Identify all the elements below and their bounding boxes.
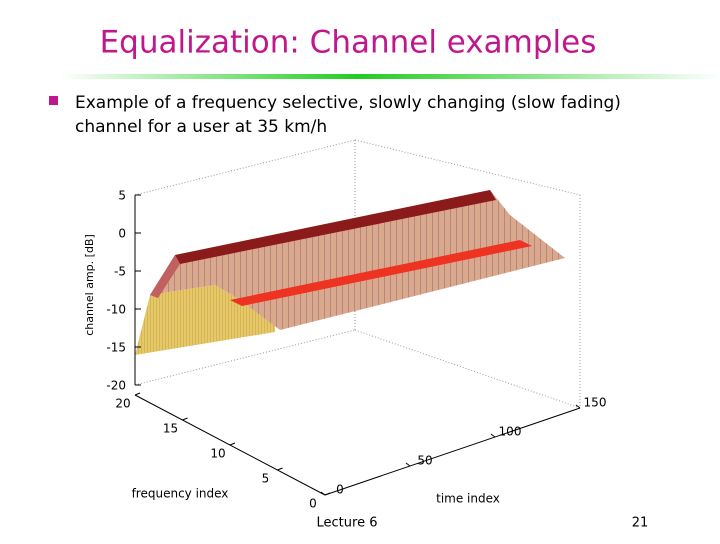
- footer-lecture: Lecture 6: [317, 516, 378, 531]
- x-tick-label: 20: [115, 397, 130, 411]
- y-tick-label: 150: [584, 396, 607, 410]
- z-axis-label: channel amp. [dB]: [83, 234, 96, 336]
- footer-page: 21: [632, 516, 649, 531]
- x-axis-label: frequency index: [132, 487, 229, 501]
- x-tick: [182, 417, 188, 421]
- y-tick-label: 0: [336, 483, 344, 497]
- title-rule: [60, 74, 720, 79]
- z-tick-label: 0: [118, 227, 126, 241]
- y-tick: [575, 404, 581, 409]
- x-tick-label: 5: [262, 472, 270, 486]
- x-tick-label: 0: [309, 497, 317, 511]
- bullet-line: Example of a frequency selective, slowly…: [75, 93, 621, 113]
- x-tick: [277, 467, 283, 471]
- y-tick: [490, 433, 496, 438]
- bullet-marker: [49, 96, 58, 105]
- x-tick: [134, 392, 141, 396]
- y-tick-label: 100: [499, 425, 522, 439]
- z-tick-label: 5: [118, 189, 126, 203]
- z-tick-label: -5: [114, 265, 126, 279]
- x-tick-label: 10: [210, 447, 225, 461]
- z-tick-label: -10: [106, 303, 126, 317]
- y-tick-label: 50: [417, 454, 432, 468]
- z-tick-label: -15: [106, 341, 126, 355]
- x-tick-label: 15: [163, 422, 178, 436]
- z-tick-label: -20: [106, 379, 126, 393]
- slide-title: Equalization: Channel examples: [100, 25, 597, 61]
- x-tick: [324, 492, 331, 496]
- bullet-line: channel for a user at 35 km/h: [75, 117, 327, 137]
- y-tick: [405, 462, 411, 467]
- x-tick: [229, 442, 236, 446]
- y-tick: [320, 491, 326, 496]
- y-axis-label: time index: [436, 492, 500, 506]
- plot-box: [134, 139, 581, 409]
- surface: [135, 190, 565, 355]
